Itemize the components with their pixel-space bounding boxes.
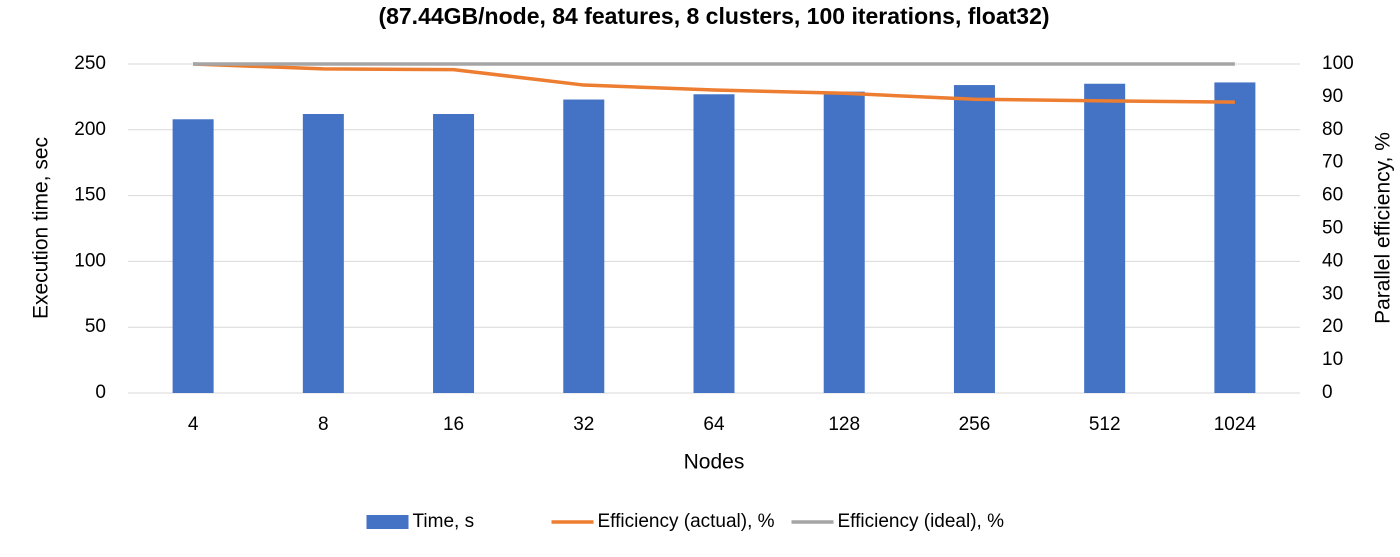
bar: [823, 91, 865, 394]
line: [193, 62, 1235, 104]
y-tick-label: 150: [74, 185, 106, 206]
legend-label: Time, s: [413, 511, 475, 532]
x-tick-label: 64: [703, 414, 725, 435]
bar: [1084, 83, 1126, 394]
bar: [433, 114, 475, 394]
y-tick-label: 200: [74, 119, 106, 140]
y2-tick-label: 0: [1322, 382, 1333, 403]
bar: [563, 99, 605, 394]
y2-tick-label: 70: [1322, 152, 1343, 173]
bar: [172, 119, 214, 393]
x-tick-label: 128: [828, 414, 860, 435]
y2-tick-label: 10: [1322, 349, 1343, 370]
legend-label: Efficiency (actual), %: [598, 511, 775, 532]
bar: [953, 85, 995, 393]
bar: [693, 94, 735, 393]
bar: [1214, 82, 1256, 393]
x-tick-label: 4: [188, 414, 199, 435]
y2-tick-label: 30: [1322, 283, 1343, 304]
x-tick-label: 32: [573, 414, 594, 435]
y2-tick-label: 40: [1322, 250, 1343, 271]
y-tick-label: 100: [74, 250, 106, 271]
x-tick-label: 16: [443, 414, 464, 435]
y2-tick-label: 20: [1322, 316, 1343, 337]
y-axis-title: Execution time, sec: [30, 137, 53, 319]
x-tick-label: 8: [318, 414, 329, 435]
y2-tick-label: 100: [1322, 53, 1354, 74]
chart-title: (87.44GB/node, 84 features, 8 clusters, …: [378, 3, 1049, 29]
y2-tick-label: 80: [1322, 119, 1343, 140]
legend-label: Efficiency (ideal), %: [838, 511, 1005, 532]
y-tick-label: 250: [74, 53, 106, 74]
x-tick-label: 256: [959, 414, 991, 435]
x-axis-title: Nodes: [684, 451, 745, 474]
y2-tick-label: 50: [1322, 218, 1343, 239]
y-tick-label: 50: [85, 316, 106, 337]
x-tick-label: 1024: [1214, 414, 1257, 435]
bar: [302, 114, 344, 394]
x-tick-label: 512: [1089, 414, 1121, 435]
y2-axis-title: Parallel efficiency, %: [1372, 132, 1395, 324]
y2-tick-label: 90: [1322, 86, 1343, 107]
legend-swatch: [366, 515, 409, 529]
y2-tick-label: 60: [1322, 185, 1343, 206]
y-tick-label: 0: [95, 382, 106, 403]
